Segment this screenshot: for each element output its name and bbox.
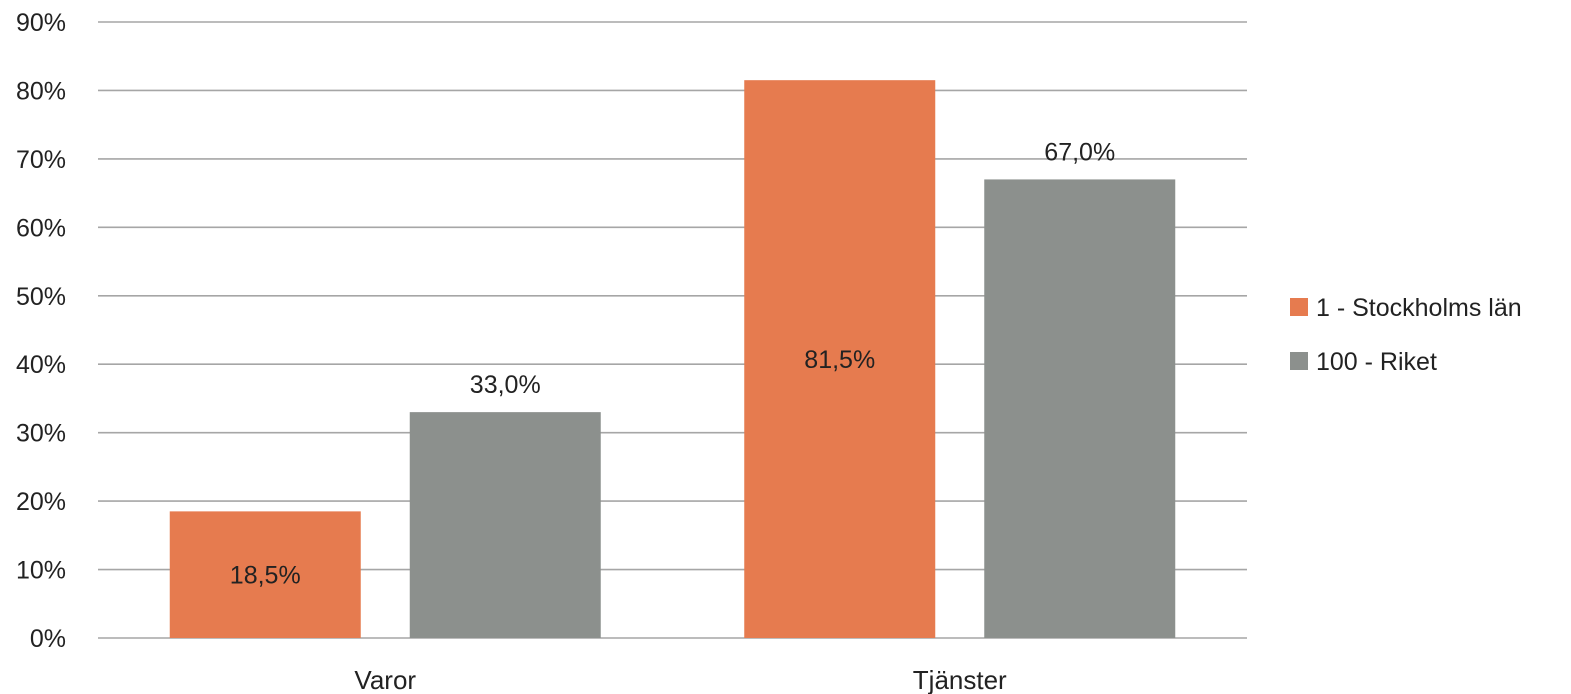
bars bbox=[169, 80, 1176, 638]
x-tick-label: Tjänster bbox=[913, 665, 1007, 694]
legend: 1 - Stockholms län 100 - Riket bbox=[1290, 294, 1522, 376]
y-tick-label: 90% bbox=[16, 9, 66, 37]
legend-label: 100 - Riket bbox=[1316, 348, 1437, 376]
legend-swatch bbox=[1290, 352, 1308, 370]
x-tick-label: Varor bbox=[354, 665, 416, 694]
bar-stockholm-1 bbox=[744, 80, 936, 638]
y-tick-label: 10% bbox=[16, 557, 66, 585]
legend-label: 1 - Stockholms län bbox=[1316, 294, 1522, 322]
bar-riket-0 bbox=[409, 412, 601, 638]
legend-swatch bbox=[1290, 298, 1308, 316]
y-axis-ticks: 0% 10% 20% 30% 40% 50% 60% 70% 80% 90% bbox=[16, 9, 66, 653]
bar-riket-1 bbox=[984, 179, 1176, 638]
y-tick-label: 60% bbox=[16, 214, 66, 242]
y-tick-label: 30% bbox=[16, 420, 66, 448]
data-labels: 18,5% 33,0% 81,5% 67,0% bbox=[230, 138, 1115, 589]
y-tick-label: 50% bbox=[16, 283, 66, 311]
y-tick-label: 20% bbox=[16, 488, 66, 516]
x-axis-ticks: Varor Tjänster bbox=[354, 665, 1007, 694]
y-tick-label: 40% bbox=[16, 351, 66, 379]
y-tick-label: 80% bbox=[16, 77, 66, 105]
y-tick-label: 70% bbox=[16, 146, 66, 174]
y-tick-label: 0% bbox=[30, 625, 66, 653]
bar-stockholm-0 bbox=[169, 511, 361, 638]
data-label: 81,5% bbox=[804, 346, 875, 374]
data-label: 18,5% bbox=[230, 562, 301, 590]
data-label: 67,0% bbox=[1044, 138, 1115, 166]
data-label: 33,0% bbox=[470, 371, 541, 399]
